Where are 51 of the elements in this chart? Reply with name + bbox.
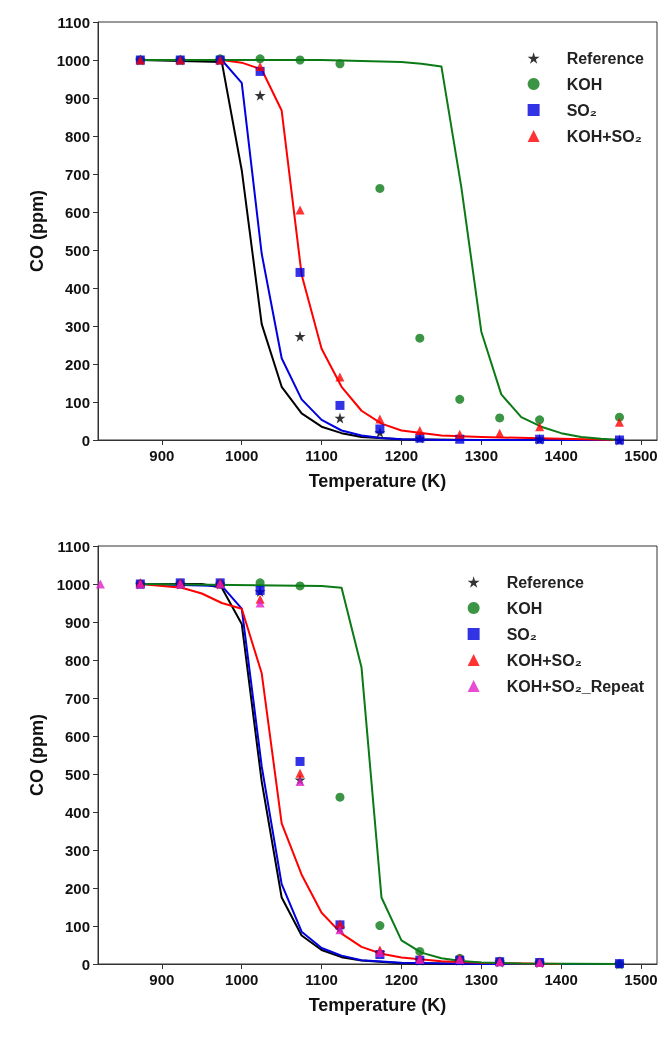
x-tick-label: 1200	[384, 971, 419, 988]
legend-label: SO₂	[566, 101, 597, 119]
y-tick-label: 200	[64, 355, 90, 373]
x-tick-label: 1200	[384, 447, 419, 464]
y-tick-label: 500	[64, 765, 90, 783]
legend-label: SO₂	[506, 625, 537, 643]
x-tick-label: 1500	[624, 971, 658, 988]
y-tick-label: 100	[64, 393, 90, 411]
x-tick-label: 1100	[305, 447, 338, 464]
legend-label: KOH	[566, 75, 603, 93]
y-tick-label: 0	[81, 955, 90, 973]
x-tick-label: 900	[149, 447, 175, 464]
x-tick-label: 1000	[225, 971, 259, 988]
y-tick-label: 900	[64, 613, 90, 631]
y-tick-label: 300	[64, 317, 90, 335]
y-tick-label: 1000	[56, 575, 90, 593]
legend-label: Reference	[566, 49, 645, 67]
y-tick-label: 600	[64, 203, 90, 221]
x-tick-label: 1000	[225, 447, 259, 464]
y-tick-label: 100	[64, 917, 90, 935]
legend-label: Reference	[506, 573, 585, 591]
x-tick-label: 1400	[544, 971, 578, 988]
y-axis-title: CO (ppm)	[26, 190, 47, 272]
x-tick-label: 1300	[464, 447, 498, 464]
y-tick-label: 400	[64, 279, 90, 297]
y-tick-label: 1000	[56, 51, 90, 69]
y-tick-label: 400	[64, 803, 90, 821]
legend-label: KOH	[506, 599, 543, 617]
y-tick-label: 500	[64, 241, 90, 259]
x-tick-label: 1300	[464, 971, 498, 988]
y-tick-label: 700	[64, 689, 90, 707]
x-tick-label: 1100	[305, 971, 338, 988]
y-tick-label: 600	[64, 727, 90, 745]
legend-label: KOH+SO₂	[506, 651, 582, 669]
y-tick-label: 1100	[57, 537, 90, 555]
y-tick-label: 300	[64, 841, 90, 859]
y-tick-label: 1100	[57, 13, 90, 31]
legend-label: KOH+SO₂	[566, 127, 642, 145]
x-axis-title: Temperature (K)	[308, 471, 447, 491]
y-tick-label: 200	[64, 879, 90, 897]
y-tick-label: 900	[64, 89, 90, 107]
legend-label: KOH+SO₂_Repeat	[506, 677, 645, 695]
x-tick-label: 1500	[624, 447, 658, 464]
y-tick-label: 700	[64, 165, 90, 183]
y-axis-title: CO (ppm)	[26, 714, 47, 796]
x-tick-label: 1400	[544, 447, 578, 464]
y-tick-label: 800	[64, 127, 90, 145]
x-tick-label: 900	[149, 971, 175, 988]
x-axis-title: Temperature (K)	[308, 995, 447, 1015]
y-tick-label: 0	[81, 431, 90, 449]
y-tick-label: 800	[64, 651, 90, 669]
